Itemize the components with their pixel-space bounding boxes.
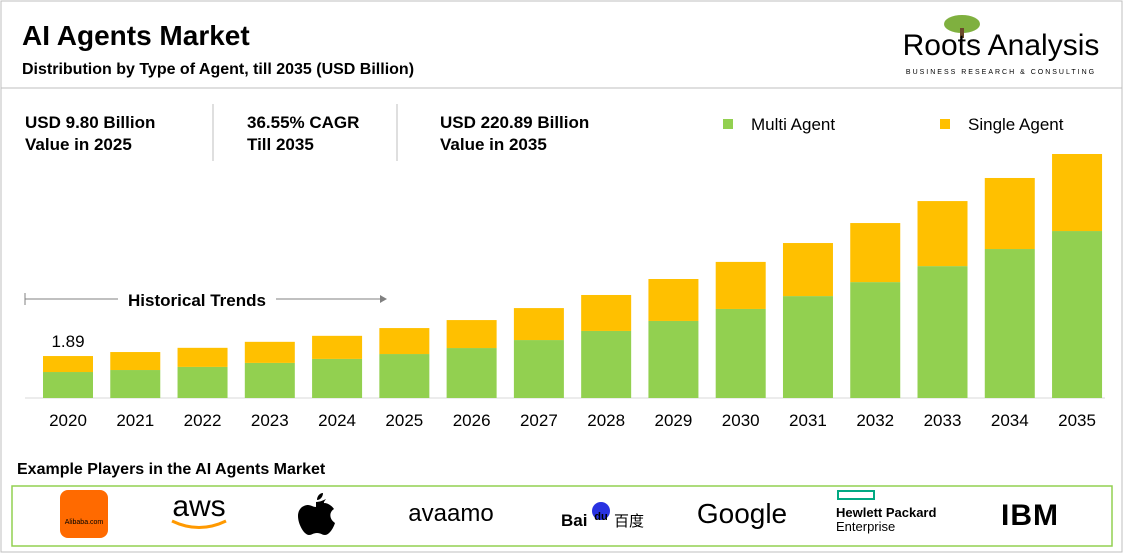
- ibm-text: IBM: [1001, 499, 1059, 532]
- bar-segment: [513, 308, 564, 341]
- kpi-text: Value in 2025: [25, 135, 132, 154]
- x-tick-label: 2027: [520, 411, 558, 430]
- bar-segment: [850, 282, 901, 398]
- bar-segment: [177, 366, 228, 398]
- hpe-mark: [837, 490, 875, 500]
- apple-logo: [298, 493, 335, 535]
- bar-segment: [244, 341, 295, 363]
- x-tick-label: 2020: [49, 411, 87, 430]
- tree-crown: [944, 15, 980, 33]
- trend-label: Historical Trends: [128, 291, 266, 310]
- bar-segment: [312, 358, 363, 398]
- avaamo-text: avaamo: [408, 500, 493, 527]
- bar-segment: [177, 347, 228, 367]
- x-tick-label: 2031: [789, 411, 827, 430]
- bar-segment: [917, 201, 968, 267]
- bar-segment: [244, 362, 295, 398]
- baidu-text: Bai: [561, 511, 587, 530]
- trend-arrowhead: [380, 295, 387, 303]
- bar-segment: [513, 340, 564, 398]
- x-tick-label: 2024: [318, 411, 356, 430]
- hpe-text: Enterprise: [836, 519, 895, 534]
- bar-segment: [312, 335, 363, 359]
- bar-segment: [782, 243, 833, 297]
- total-label: 1.89: [51, 332, 84, 351]
- hpe-text: Hewlett Packard: [836, 505, 936, 520]
- bar-segment: [984, 249, 1035, 398]
- bar-segment: [782, 296, 833, 398]
- brand-logo: Roots Analysis BUSINESS RESEARCH & CONSU…: [903, 15, 1100, 76]
- x-tick-label: 2035: [1058, 411, 1096, 430]
- x-tick-label: 2025: [385, 411, 423, 430]
- bar-segment: [110, 370, 161, 398]
- bar-segment: [850, 223, 901, 283]
- legend-swatch: [723, 119, 733, 129]
- x-tick-label: 2028: [587, 411, 625, 430]
- brand-tagline: BUSINESS RESEARCH & CONSULTING: [906, 69, 1096, 76]
- tree-trunk: [960, 28, 964, 38]
- alibaba-text: Alibaba.com: [65, 519, 104, 526]
- bar-segment: [581, 294, 632, 331]
- trend-label-bg: [118, 288, 276, 310]
- bar-segment: [648, 320, 699, 398]
- bar-segment: [379, 354, 430, 398]
- bar-segment: [1052, 231, 1103, 398]
- legend-label: Single Agent: [968, 115, 1064, 134]
- legend-label: Multi Agent: [751, 115, 835, 134]
- bar-segment: [715, 261, 766, 309]
- kpis: USD 9.80 Billion Value in 2025 36.55% CAGR…: [25, 113, 589, 154]
- players-heading: Example Players in the AI Agents Market: [17, 461, 326, 478]
- aws-smile: [171, 519, 227, 529]
- kpi-text: USD 9.80 Billion: [25, 113, 155, 132]
- bar-segment: [446, 320, 497, 349]
- subtitle: Distribution by Type of Agent, till 2035…: [22, 61, 414, 78]
- players-box: [11, 485, 1113, 547]
- legend-swatch: [940, 119, 950, 129]
- x-tick-label: 2030: [722, 411, 760, 430]
- bar-segment: [1052, 154, 1103, 232]
- kpi-text: Value in 2035: [440, 135, 547, 154]
- title: AI Agents Market: [22, 20, 250, 51]
- baidu-text: du: [594, 511, 607, 523]
- x-tick-label: 2034: [991, 411, 1029, 430]
- bar-segment: [446, 348, 497, 398]
- baidu-paw: [592, 502, 610, 520]
- bar-segment: [715, 308, 766, 398]
- kpi-text: USD 220.89 Billion: [440, 113, 589, 132]
- bar-segment: [581, 330, 632, 398]
- x-tick-label: 2022: [184, 411, 222, 430]
- bar-segment: [648, 278, 699, 321]
- bar-segment: [984, 177, 1035, 250]
- x-tick-label: 2032: [856, 411, 894, 430]
- bar-segment: [379, 328, 430, 355]
- x-tick-label: 2029: [655, 411, 693, 430]
- alibaba-logo: [60, 490, 108, 538]
- players: Alibaba.com aws avaamo Bai du 百度 Google …: [60, 490, 1059, 538]
- aws-text: aws: [172, 490, 225, 523]
- bar-segment: [43, 372, 93, 398]
- kpi-text: 36.55% CAGR: [247, 113, 359, 132]
- google-text: Google: [697, 498, 787, 529]
- baidu-text: 百度: [614, 513, 644, 530]
- bar-segment: [43, 356, 93, 373]
- bar-segment: [917, 266, 968, 398]
- kpi-text: Till 2035: [247, 135, 314, 154]
- x-tick-label: 2023: [251, 411, 289, 430]
- chart: Multi Agent Single Agent 1.89 2020 2021 2022 2…: [24, 115, 1105, 430]
- x-tick-label: 2026: [453, 411, 491, 430]
- x-tick-label: 2033: [924, 411, 962, 430]
- brand-name: Roots Analysis: [903, 29, 1100, 62]
- x-tick-label: 2021: [116, 411, 154, 430]
- bar-segment: [110, 352, 161, 371]
